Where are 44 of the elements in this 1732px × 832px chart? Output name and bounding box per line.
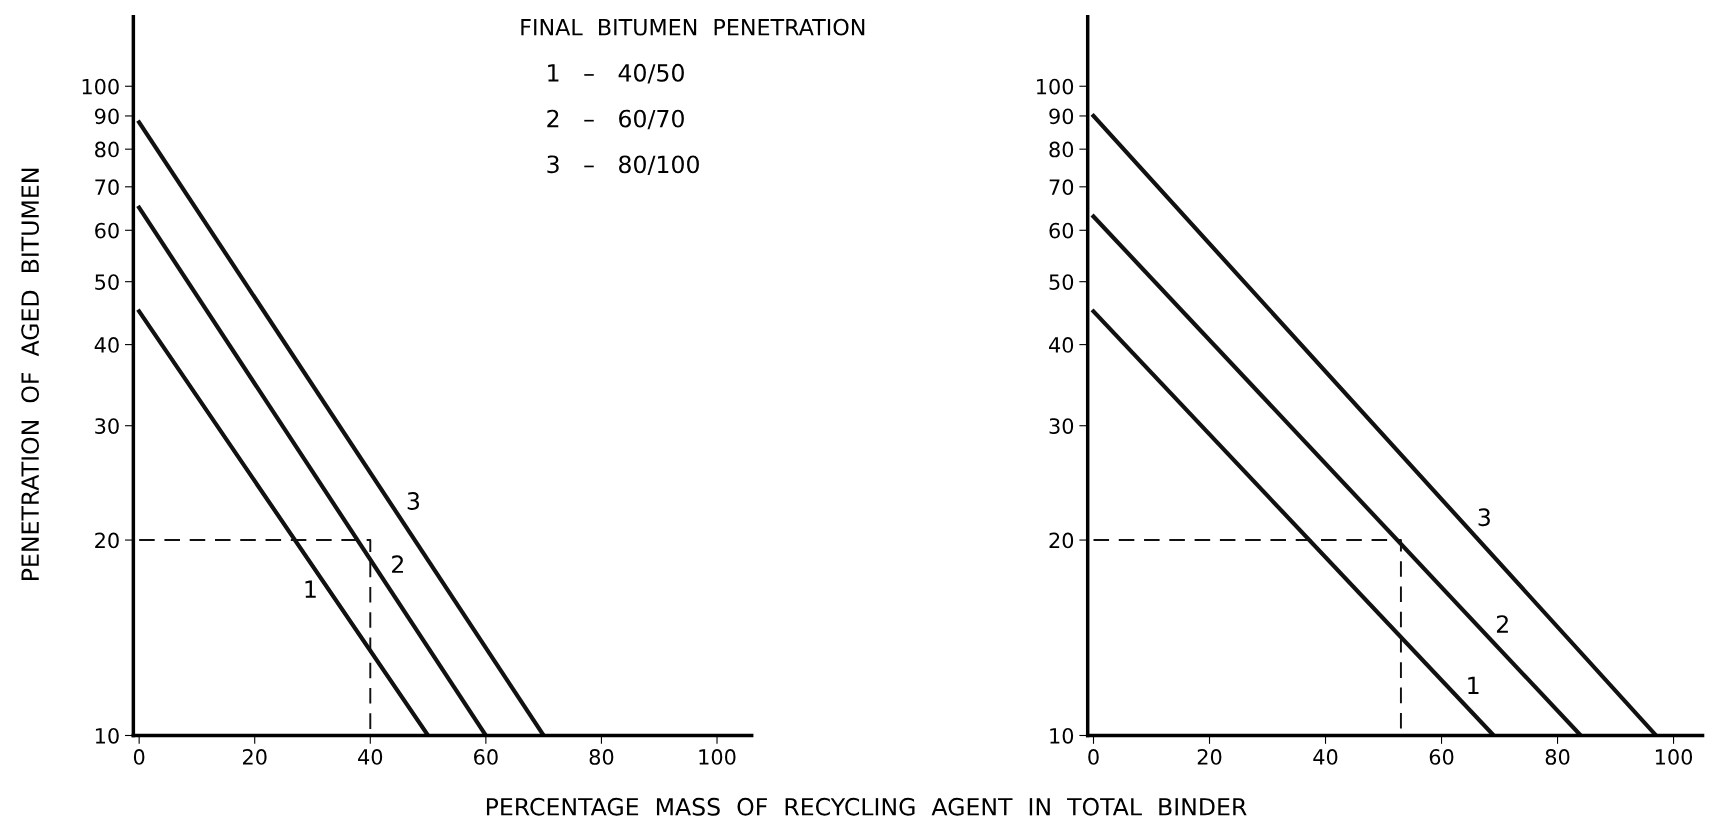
annotation: 1 – 40/50 <box>548 63 684 84</box>
x-axis-title: PERCENTAGE MASS OF RECYCLING AGENT IN TOTAL BINDER <box>486 797 1247 816</box>
series-label: 3 <box>1478 508 1490 527</box>
y-tick-label: 60 <box>1049 222 1074 239</box>
x-tick-label: 80 <box>589 749 614 765</box>
series-label: 2 <box>392 555 403 573</box>
y-tick-label: 30 <box>1049 418 1074 434</box>
annotation: 3 – 80/100 <box>547 155 699 176</box>
x-tick-label: 40 <box>1313 749 1338 765</box>
x-tick-label: 0 <box>1088 749 1099 765</box>
x-tick-label: 0 <box>133 749 145 765</box>
y-tick-label: 80 <box>95 141 119 158</box>
x-tick-label: 20 <box>242 749 267 765</box>
y-tick-label: 20 <box>1049 532 1074 549</box>
y-tick-label: 40 <box>94 337 119 353</box>
x-tick-label: 40 <box>358 749 383 765</box>
y-tick-label: 100 <box>82 78 119 95</box>
x-tick-label: 100 <box>699 749 736 765</box>
y-tick-label: 70 <box>1049 179 1074 196</box>
y-tick-label: 10 <box>1050 727 1074 744</box>
y-tick-label: 90 <box>1049 108 1074 125</box>
series-label: 1 <box>1468 676 1479 695</box>
x-tick-label: 60 <box>474 749 498 765</box>
y-tick-label: 100 <box>1037 78 1074 95</box>
y-tick-label: 20 <box>95 532 119 549</box>
series-label: 3 <box>407 492 420 510</box>
series-label: 2 <box>1496 615 1508 633</box>
x-tick-label: 60 <box>1429 749 1454 765</box>
annotation: FINAL BITUMEN PENETRATION <box>521 18 865 36</box>
y-tick-label: 10 <box>95 727 119 744</box>
series-label: 1 <box>305 580 316 598</box>
x-tick-label: 80 <box>1545 749 1570 765</box>
annotation: 2 – 60/70 <box>547 109 684 130</box>
y-tick-label: 30 <box>95 418 119 434</box>
y-tick-label: 40 <box>1049 337 1074 353</box>
y-axis-title: PENETRATION OF AGED BITUMEN <box>21 168 40 580</box>
y-tick-label: 50 <box>95 274 119 290</box>
y-tick-label: 80 <box>1049 141 1074 158</box>
x-tick-label: 20 <box>1197 749 1222 765</box>
y-tick-label: 50 <box>1049 274 1074 290</box>
y-tick-label: 60 <box>95 222 119 239</box>
y-tick-label: 90 <box>94 108 119 125</box>
x-tick-label: 100 <box>1655 749 1693 765</box>
y-tick-label: 70 <box>95 179 119 196</box>
